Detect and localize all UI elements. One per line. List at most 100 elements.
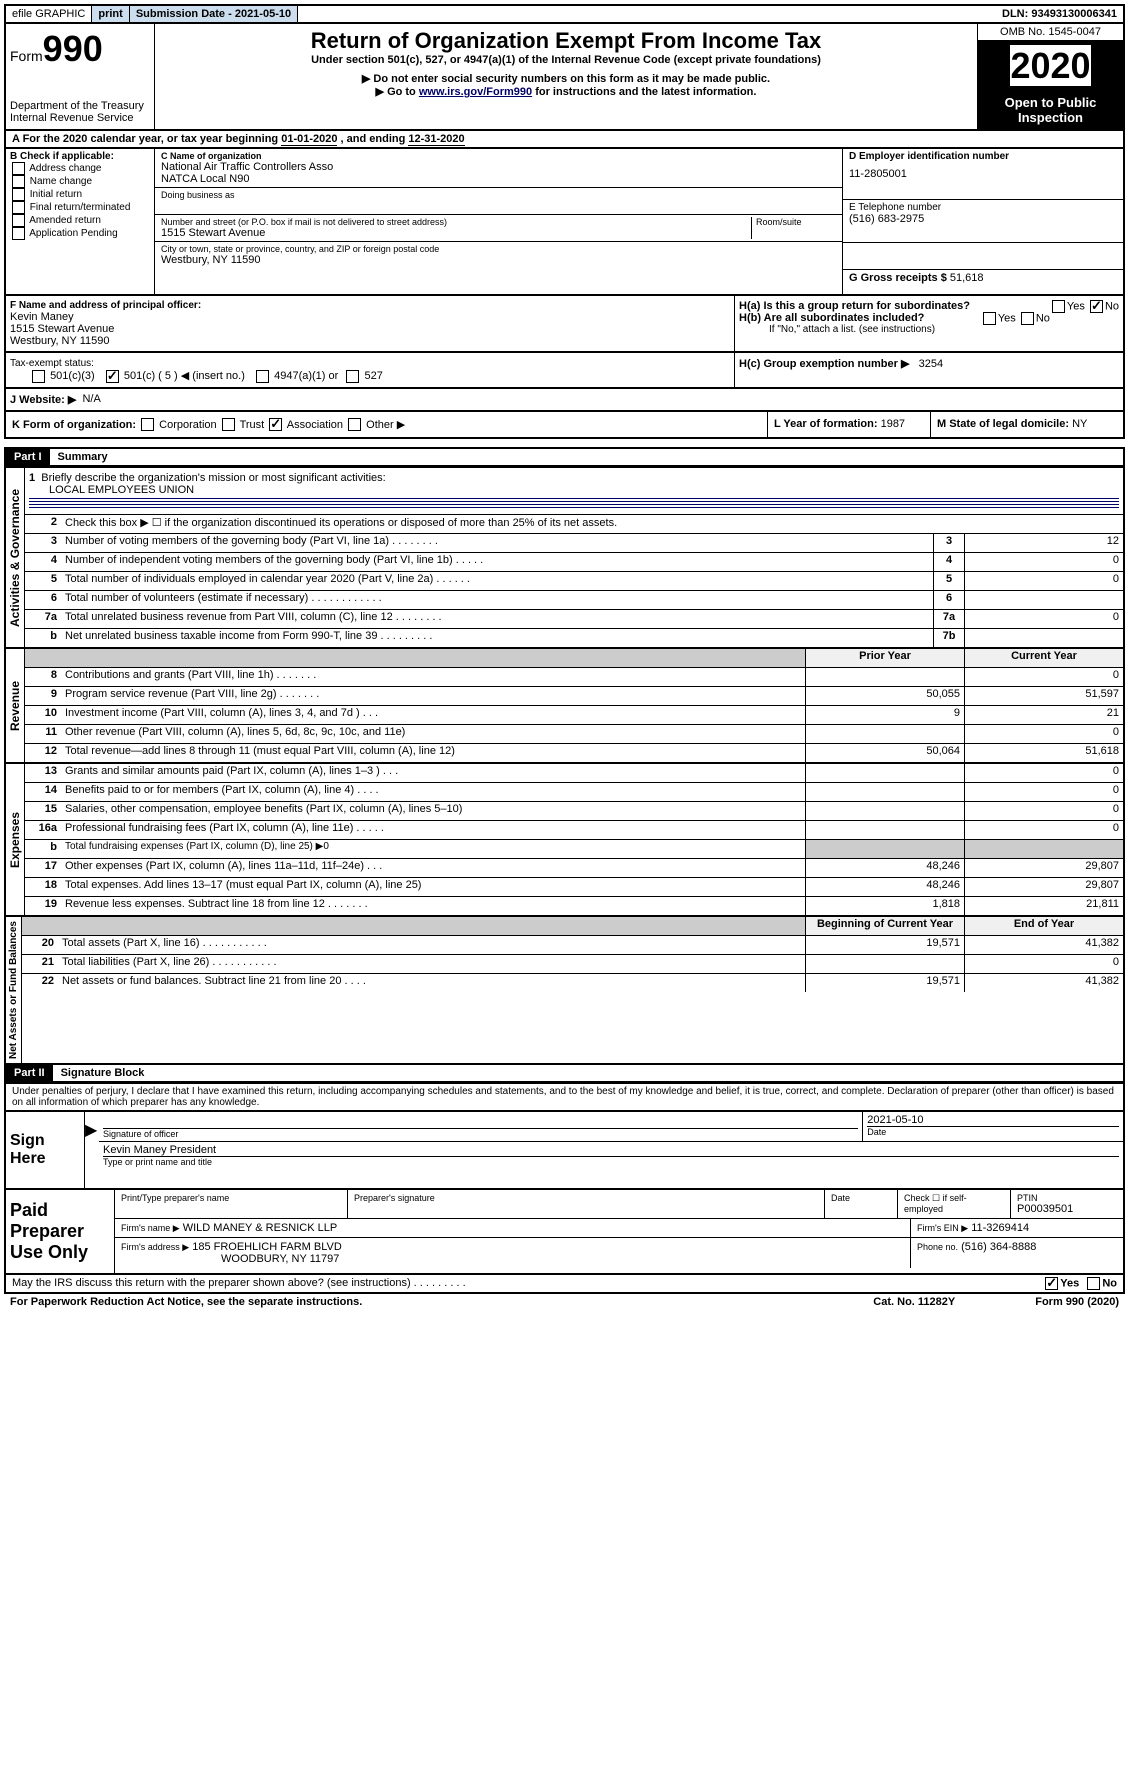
checkbox-final-return-terminated[interactable] [12, 201, 25, 214]
irs-label: Internal Revenue Service [10, 112, 150, 124]
paid-preparer-section: Paid Preparer Use Only Print/Type prepar… [4, 1190, 1125, 1275]
other-checkbox[interactable] [348, 418, 361, 431]
discuss-row: May the IRS discuss this return with the… [4, 1275, 1125, 1294]
part2-title: Signature Block [53, 1065, 153, 1081]
discuss-no-checkbox[interactable] [1087, 1277, 1100, 1290]
line-11-desc: Other revenue (Part VIII, column (A), li… [61, 725, 805, 743]
ptin-value: P00039501 [1017, 1203, 1117, 1215]
line-14-prior [805, 783, 964, 801]
period-row: A For the 2020 calendar year, or tax yea… [4, 131, 1125, 149]
self-employed-label: Check ☐ if self-employed [898, 1190, 1011, 1218]
line-16a-desc: Professional fundraising fees (Part IX, … [61, 821, 805, 839]
line-11-prior [805, 725, 964, 743]
line-14-current: 0 [964, 783, 1123, 801]
line-6-value [964, 591, 1123, 609]
firm-ein: 11-3269414 [971, 1222, 1029, 1234]
line-15-current: 0 [964, 802, 1123, 820]
hb-yes-checkbox[interactable] [983, 312, 996, 325]
line-7a-desc: Total unrelated business revenue from Pa… [61, 610, 933, 628]
line-b-desc: Total fundraising expenses (Part IX, col… [61, 840, 805, 858]
phone-value: (516) 683-2975 [849, 213, 1117, 225]
line-22-current: 41,382 [964, 974, 1123, 992]
g-gross-label: G Gross receipts $ [849, 272, 947, 284]
f-officer-label: F Name and address of principal officer: [10, 300, 730, 311]
4947-checkbox[interactable] [256, 370, 269, 383]
line-3-desc: Number of voting members of the governin… [61, 534, 933, 552]
vert-activities: Activities & Governance [6, 468, 25, 647]
sig-date: 2021-05-10 [867, 1114, 1119, 1127]
line-20-prior: 19,571 [805, 936, 964, 954]
ein-value: 11-2805001 [849, 168, 1117, 180]
sig-officer-label: Signature of officer [103, 1129, 858, 1139]
form-number: 990 [43, 28, 103, 69]
sign-arrow-icon: ▶ [85, 1112, 99, 1188]
ha-no-checkbox[interactable] [1090, 300, 1103, 313]
print-button[interactable]: print [92, 6, 129, 22]
part1-header: Part I [6, 449, 50, 465]
line-21-desc: Total liabilities (Part X, line 26) . . … [58, 955, 805, 973]
officer-addr1: 1515 Stewart Avenue [10, 323, 730, 335]
year-formation: 1987 [881, 418, 905, 430]
prep-date-label: Date [825, 1190, 898, 1218]
line-8-prior [805, 668, 964, 686]
line-19-current: 21,811 [964, 897, 1123, 915]
form-subtitle: Under section 501(c), 527, or 4947(a)(1)… [159, 54, 973, 66]
officer-addr2: Westbury, NY 11590 [10, 335, 730, 347]
section-fh: F Name and address of principal officer:… [4, 296, 1125, 353]
form990-link[interactable]: www.irs.gov/Form990 [419, 86, 532, 98]
sig-date-label: Date [867, 1127, 1119, 1137]
kform-row: K Form of organization: Corporation Trus… [4, 412, 1125, 440]
checkbox-amended-return[interactable] [12, 214, 25, 227]
submission-date[interactable]: Submission Date - 2021-05-10 [130, 6, 298, 22]
line-13-prior [805, 764, 964, 782]
open-public: Open to Public Inspection [978, 91, 1123, 129]
line-b-desc: Net unrelated business taxable income fr… [61, 629, 933, 647]
vert-expenses: Expenses [6, 764, 25, 915]
ptin-label: PTIN [1017, 1193, 1117, 1203]
line-12-prior: 50,064 [805, 744, 964, 762]
firm-addr-label: Firm's address ▶ [121, 1242, 189, 1252]
line-9-desc: Program service revenue (Part VIII, line… [61, 687, 805, 705]
hc-label: H(c) Group exemption number ▶ [739, 358, 909, 370]
corp-checkbox[interactable] [141, 418, 154, 431]
line-4-value: 0 [964, 553, 1123, 571]
line-21-prior [805, 955, 964, 973]
hb-no-checkbox[interactable] [1021, 312, 1034, 325]
gross-receipts: 51,618 [950, 272, 984, 284]
ha-yes-checkbox[interactable] [1052, 300, 1065, 313]
checkbox-initial-return[interactable] [12, 188, 25, 201]
website-label: J Website: ▶ [10, 393, 76, 406]
checkbox-name-change[interactable] [12, 175, 25, 188]
line-18-prior: 48,246 [805, 878, 964, 896]
501c3-checkbox[interactable] [32, 370, 45, 383]
checkbox-application-pending[interactable] [12, 227, 25, 240]
firm-addr1: 185 FROEHLICH FARM BLVD [192, 1241, 342, 1253]
note-ssn: ▶ Do not enter social security numbers o… [159, 72, 973, 85]
addr-label: Number and street (or P.O. box if mail i… [161, 217, 751, 227]
line-11-current: 0 [964, 725, 1123, 743]
period-begin: 01-01-2020 [281, 133, 337, 146]
line-9-current: 51,597 [964, 687, 1123, 705]
line-10-current: 21 [964, 706, 1123, 724]
penalty-text: Under penalties of perjury, I declare th… [4, 1084, 1125, 1112]
form-title: Return of Organization Exempt From Incom… [159, 28, 973, 54]
firm-phone-label: Phone no. [917, 1242, 958, 1252]
website-value: N/A [82, 393, 100, 406]
firm-name-label: Firm's name ▶ [121, 1223, 180, 1233]
e-phone-label: E Telephone number [849, 202, 1117, 213]
line-15-desc: Salaries, other compensation, employee b… [61, 802, 805, 820]
checkbox-address-change[interactable] [12, 162, 25, 175]
firm-addr2: WOODBURY, NY 11797 [221, 1253, 339, 1265]
assoc-checkbox[interactable] [269, 418, 282, 431]
firm-ein-label: Firm's EIN ▶ [917, 1223, 968, 1233]
line-15-prior [805, 802, 964, 820]
527-checkbox[interactable] [346, 370, 359, 383]
org-name-2: NATCA Local N90 [161, 173, 836, 185]
501c-checkbox[interactable] [106, 370, 119, 383]
trust-checkbox[interactable] [222, 418, 235, 431]
org-address: 1515 Stewart Avenue [161, 227, 751, 239]
prep-name-label: Print/Type preparer's name [115, 1190, 348, 1218]
dept-treasury: Department of the Treasury [10, 100, 150, 112]
discuss-yes-checkbox[interactable] [1045, 1277, 1058, 1290]
print-name-label: Type or print name and title [103, 1157, 1119, 1167]
